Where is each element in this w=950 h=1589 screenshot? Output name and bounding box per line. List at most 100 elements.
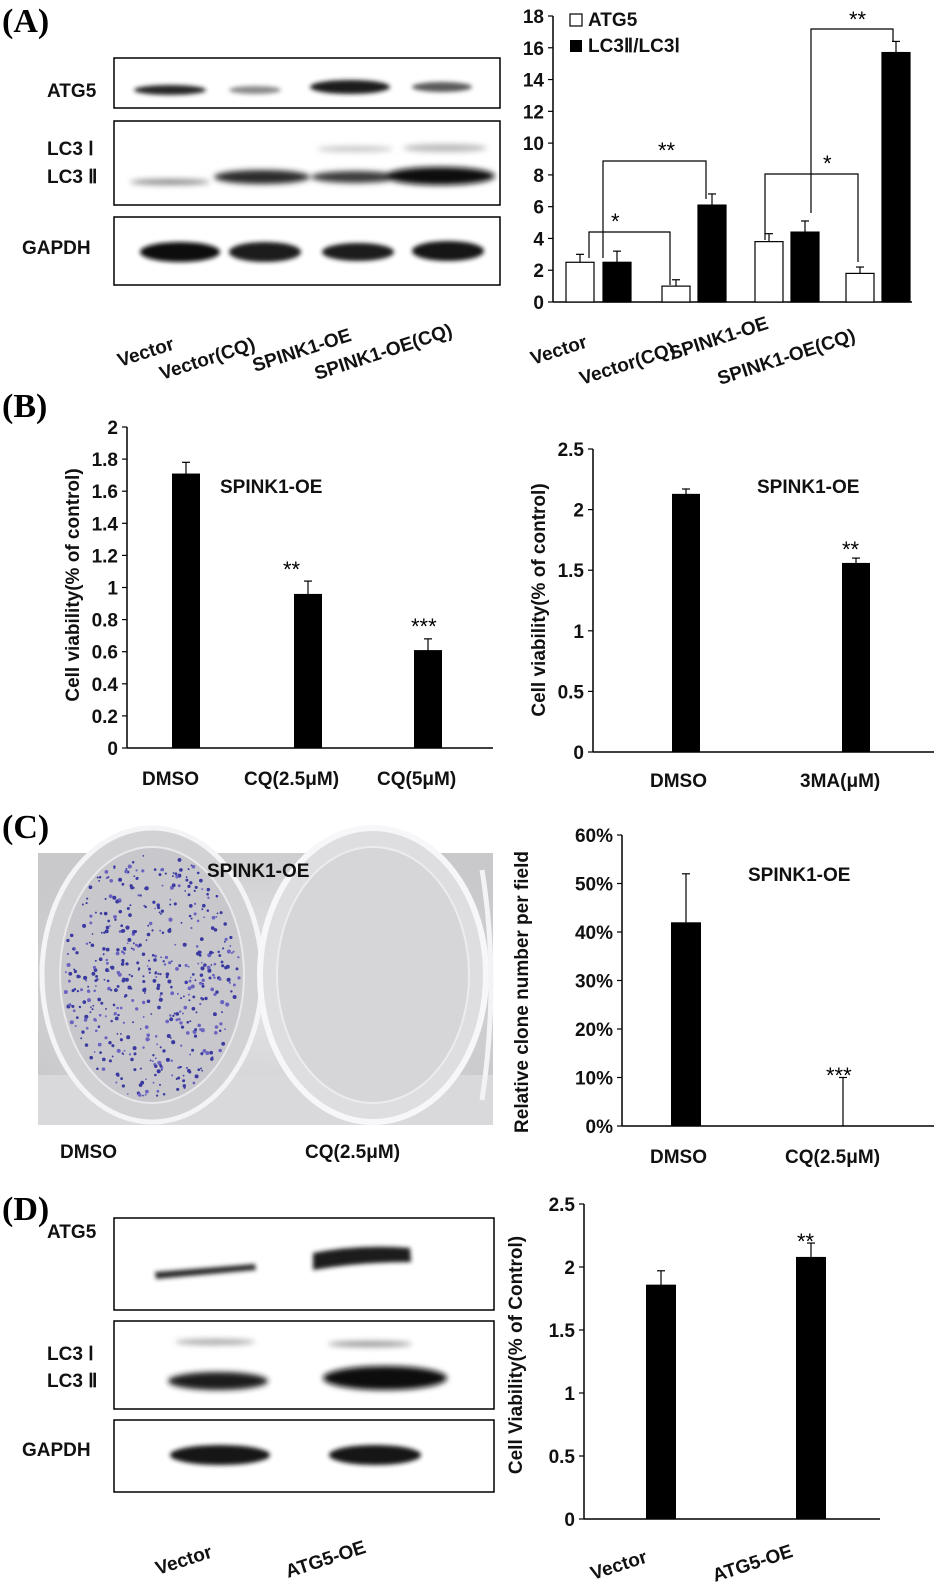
plate-title: SPINK1-OE [207,861,309,882]
colony-dot [192,1081,196,1085]
colony-dot [97,997,102,1002]
colony-dot [156,903,160,907]
colony-dot [72,1009,76,1013]
blot-a-row-lc3i: LC3 Ⅰ [47,139,94,160]
colony-dot [202,1048,207,1053]
colony-dot [99,1051,102,1054]
colony-dot [104,870,109,874]
colony-dot [162,1049,166,1053]
chart-b2-ytick-label: 1.5 [558,561,585,582]
colony-dots [63,855,241,1097]
colony-dot [119,1038,123,1042]
colony-dot [144,1093,147,1096]
colony-dot [173,1012,176,1015]
colony-dot [99,912,103,915]
colony-dot [159,994,162,997]
colony-dot [66,952,69,955]
chart-a-ytick-label: 8 [533,166,544,187]
legend-atg5-label: ATG5 [588,10,638,31]
colony-dot [183,1005,188,1010]
chart-a-ytick-label: 16 [523,39,544,60]
colony-dot [91,1008,94,1011]
colony-dot [98,876,102,879]
chart-a-bar-lc3-ratio [790,231,820,303]
colony-dot [152,1054,155,1057]
chart-b1-title: SPINK1-OE [220,477,322,498]
colony-dot [144,886,149,891]
colony-dot [187,1068,191,1073]
colony-dot [85,979,88,982]
blot-d-lane-1: Vector [153,1542,215,1580]
colony-dot [194,1074,199,1079]
colony-dot [109,878,114,883]
colony-dot [142,1094,144,1097]
colony-dot [171,1040,176,1045]
colony-dot [82,923,87,928]
colony-dot [187,993,190,996]
colony-dot [211,1056,214,1059]
colony-dot [204,996,208,1001]
colony-dot [172,872,175,874]
colony-dot [88,885,93,890]
colony-dot [153,958,157,962]
colony-dot [173,902,177,906]
chart-b1-sig-2: ** [283,557,301,582]
chart-a-sig-1: * [611,209,620,234]
colony-dot [187,868,190,871]
colony-dot [121,961,125,964]
cq-well-inner [276,846,470,1104]
colony-dot [174,872,178,876]
colony-dot [177,1017,181,1021]
colony-dot [189,881,193,885]
chart-c-sig-2: *** [826,1063,852,1088]
colony-dot [177,857,182,862]
colony-dot [184,963,188,967]
colony-dot [186,1020,190,1024]
colony-dot [190,984,195,989]
colony-dot [83,975,88,980]
colony-dot [127,937,132,942]
chart-b1-bar [172,473,200,748]
colony-dot [187,986,192,991]
colony-dot [199,973,204,977]
chart-b2-bar [672,493,700,752]
colony-dot [225,1002,230,1007]
colony-dot [218,954,222,957]
chart-a-sig-2: ** [658,138,676,163]
colony-dot [142,988,147,993]
colony-dot [119,1006,123,1010]
colony-dot [116,948,120,952]
colony-dot [157,1060,162,1065]
colony-dot [213,992,217,997]
colony-dot [121,882,125,886]
colony-dot [124,977,129,982]
chart-a-ytick-label: 6 [533,198,544,219]
colony-dot [95,974,99,978]
colony-dot [160,868,163,872]
colony-dot [104,929,109,934]
colony-dot [126,942,129,944]
colony-dot [199,937,204,941]
colony-dot [111,1044,115,1048]
colony-dot [105,925,110,930]
colony-dot [203,916,206,919]
colony-dot [190,917,193,920]
colony-dot [165,1057,170,1062]
colony-dot [145,1037,150,1042]
colony-dot [215,990,219,994]
colony-dot [130,1057,134,1062]
colony-dot [154,1064,158,1068]
colony-dot [156,986,160,991]
colony-dot [120,962,125,966]
plate-label-dmso: DMSO [60,1142,117,1163]
colony-dot [166,1033,171,1039]
colony-dot [86,897,89,900]
chart-b1-bar [414,650,442,748]
colony-dot [214,1031,218,1035]
chart-b1-ylabel: Cell viability(% of control) [63,468,84,701]
colony-dot [216,912,219,915]
colony-dot [191,973,195,976]
chart-a-ytick-label: 4 [533,229,544,250]
chart-c-ytick-label: 40% [575,923,613,944]
colony-dot [103,978,106,981]
